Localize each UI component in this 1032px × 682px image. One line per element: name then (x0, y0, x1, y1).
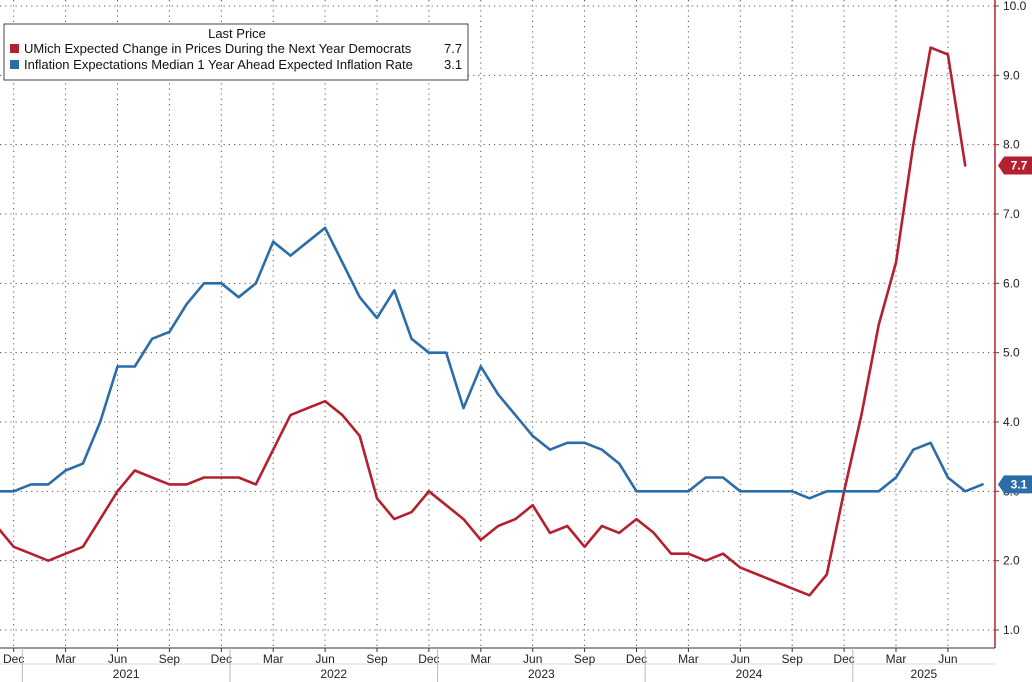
series-lines (0, 46, 984, 597)
x-year-label: 2022 (320, 667, 347, 681)
legend-swatch-blue (10, 60, 19, 69)
last-value-tags: 7.7 3.1 (998, 156, 1032, 494)
x-tick-label: Dec (211, 652, 232, 666)
x-tick-label: Sep (366, 652, 388, 666)
last-value-tag (998, 475, 1032, 494)
x-year-label: 2023 (528, 667, 555, 681)
x-tick-label: Dec (3, 652, 24, 666)
last-value-tag (998, 156, 1032, 175)
last-value-tag-label: 7.7 (1011, 158, 1028, 172)
y-tick-label: 7.0 (1003, 207, 1020, 221)
x-tick-label: Jun (315, 652, 334, 666)
legend-entry-umich: UMich Expected Change in Prices During t… (24, 41, 412, 56)
legend-value-umich: 7.7 (444, 41, 462, 56)
x-tick-label: Dec (418, 652, 439, 666)
y-tick-label: 10.0 (1003, 0, 1027, 13)
x-year-label: 2021 (113, 667, 140, 681)
legend-entry-median: Inflation Expectations Median 1 Year Ahe… (24, 57, 413, 72)
x-tick-labels: Dec Mar Jun Sep Dec Mar Jun Sep Dec Mar Jun Sep Dec M… (3, 648, 958, 682)
x-tick-label: Jun (731, 652, 750, 666)
y-tick-label: 1.0 (1003, 623, 1020, 637)
y-tick-labels: 1.02.03.04.05.06.07.08.09.010.0 (995, 0, 1027, 637)
x-tick-label: Jun (523, 652, 542, 666)
x-tick-label: Mar (886, 652, 907, 666)
x-tick-label: Dec (833, 652, 854, 666)
last-value-tag-label: 3.1 (1011, 477, 1028, 491)
y-tick-label: 6.0 (1003, 276, 1020, 290)
x-tick-label: Sep (159, 652, 181, 666)
axes (0, 0, 996, 665)
legend-box (3, 23, 469, 81)
y-tick-label: 5.0 (1003, 346, 1020, 360)
x-tick-label: Sep (782, 652, 804, 666)
x-tick-label: Mar (263, 652, 284, 666)
x-year-label: 2024 (736, 667, 763, 681)
x-tick-label: Jun (938, 652, 957, 666)
legend: Last Price UMich Expected Change in Pric… (3, 23, 469, 81)
x-year-label: 2025 (911, 667, 938, 681)
series-line-median-expected-inflation (0, 226, 984, 500)
x-tick-label: Mar (678, 652, 699, 666)
legend-swatch-red (10, 44, 19, 53)
legend-value-median: 3.1 (444, 57, 462, 72)
grid (0, 0, 995, 648)
x-tick-label: Jun (108, 652, 127, 666)
x-tick-label: Sep (574, 652, 596, 666)
legend-title: Last Price (208, 26, 266, 41)
series-line-umich-democrats (0, 46, 967, 597)
y-tick-label: 2.0 (1003, 554, 1020, 568)
y-tick-label: 8.0 (1003, 138, 1020, 152)
y-tick-label: 9.0 (1003, 68, 1020, 82)
x-tick-label: Mar (470, 652, 491, 666)
x-tick-label: Dec (626, 652, 647, 666)
y-tick-label: 4.0 (1003, 415, 1020, 429)
x-tick-label: Mar (55, 652, 76, 666)
